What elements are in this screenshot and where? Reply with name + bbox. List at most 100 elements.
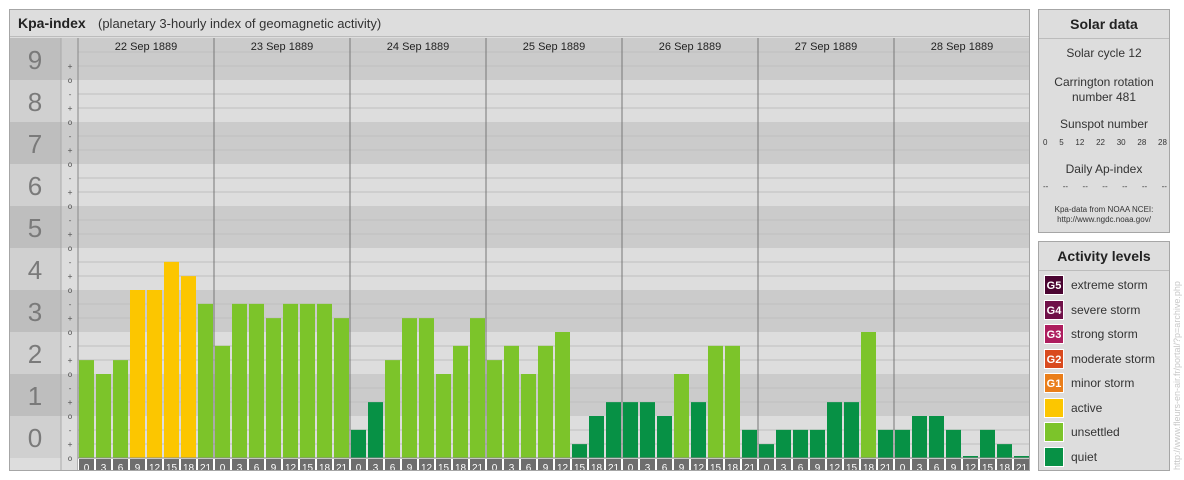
sunspot-value: 5	[1059, 138, 1064, 147]
hour-start-label: 21	[880, 463, 892, 470]
hour-start-label: 15	[574, 463, 586, 470]
y-level-label: 2	[28, 339, 42, 369]
hour-start-label: 3	[781, 463, 787, 470]
kp-bar	[266, 318, 281, 458]
level-label-bg	[10, 416, 61, 458]
kp-bar	[334, 318, 349, 458]
hour-start-label: 6	[390, 463, 396, 470]
kp-bar	[538, 345, 553, 458]
kp-bar	[470, 318, 485, 458]
level-band	[10, 248, 1029, 290]
hour-cell	[300, 459, 315, 470]
activity-level-item: G3 strong storm	[1044, 324, 1138, 344]
hour-start-label: 3	[645, 463, 651, 470]
hour-start-label: 0	[220, 463, 226, 470]
sunspot-values: 0 5 12 22 30 28 28	[1043, 138, 1167, 147]
activity-level-label: strong storm	[1071, 327, 1138, 341]
y-level-label: 1	[28, 381, 42, 411]
hour-start-label: 3	[237, 463, 243, 470]
hour-cell	[640, 459, 655, 470]
hour-start-label: 3	[373, 463, 379, 470]
hour-start-label: 21	[336, 463, 348, 470]
activity-level-item: G4 severe storm	[1044, 299, 1140, 320]
kp-bar	[79, 360, 94, 458]
activity-levels-panel: Activity levels G5 extreme storm G4 severe …	[1038, 241, 1170, 471]
kp-bar	[198, 303, 213, 458]
watermark-url: http://www.fleurs-en-air.fr/portal/?p=ar…	[1172, 281, 1182, 470]
hour-cell	[538, 459, 553, 470]
ap-values: -- -- -- -- -- -- --	[1043, 182, 1167, 191]
hour-cell	[776, 459, 791, 470]
hour-start-label: 12	[829, 463, 841, 470]
hour-cell	[198, 459, 213, 470]
hour-cell	[79, 459, 94, 470]
activity-level-item: G2 moderate storm	[1044, 348, 1155, 369]
hour-start-label: 18	[999, 463, 1011, 470]
kp-bar	[997, 444, 1012, 458]
activity-level-swatch	[1044, 422, 1064, 442]
hour-cell	[283, 459, 298, 470]
hour-start-label: 9	[271, 463, 277, 470]
hour-cell	[436, 459, 451, 470]
kp-bar	[385, 360, 400, 458]
source-line-2: http://www.ngdc.noaa.gov/	[1057, 215, 1151, 224]
kp-bar	[147, 290, 162, 458]
hour-cell	[589, 459, 604, 470]
date-label: 25 Sep 1889	[523, 41, 585, 53]
y-sub-label: -	[68, 216, 73, 225]
hour-start-label: 21	[472, 463, 484, 470]
date-label: 22 Sep 1889	[115, 41, 177, 53]
hour-start-label: 12	[421, 463, 433, 470]
kp-bar	[164, 261, 179, 458]
level-label-bg	[10, 164, 61, 206]
kp-bar	[419, 318, 434, 458]
hour-start-label: 15	[982, 463, 994, 470]
hour-start-label: 12	[965, 463, 977, 470]
y-level-label: 4	[28, 255, 42, 285]
hour-cell	[708, 459, 723, 470]
kp-bar	[606, 402, 621, 458]
hour-cell	[810, 459, 825, 470]
y-sub-label: o	[68, 370, 73, 379]
chart-subtitle: (planetary 3-hourly index of geomagnetic…	[98, 16, 382, 31]
y-sub-label: +	[68, 440, 73, 449]
kp-bar	[300, 303, 315, 458]
activity-level-item: G5 extreme storm	[1044, 275, 1148, 295]
hour-cell	[249, 459, 264, 470]
hour-start-label: 0	[628, 463, 634, 470]
hour-start-label: 15	[710, 463, 722, 470]
hour-start-label: 0	[900, 463, 906, 470]
date-label: 27 Sep 1889	[795, 41, 857, 53]
y-sub-label: o	[68, 202, 73, 211]
hour-cell	[623, 459, 638, 470]
hour-cell	[487, 459, 502, 470]
kpa-bar-chart: 0123456789o+-o+-o+-o+-o+-o+-o+-o+-o+-o+0…	[10, 38, 1029, 470]
hour-start-label: 18	[455, 463, 467, 470]
hour-start-label: 18	[727, 463, 739, 470]
kp-bar	[912, 416, 927, 458]
hour-cell	[759, 459, 774, 470]
hour-start-label: 18	[863, 463, 875, 470]
kp-bar	[929, 416, 944, 458]
y-sub-label: -	[68, 342, 73, 351]
hour-cell	[929, 459, 944, 470]
kp-bar	[827, 402, 842, 458]
y-sub-label: o	[68, 412, 73, 421]
y-sub-label: o	[68, 244, 73, 253]
hour-cell	[113, 459, 128, 470]
y-sub-label: +	[68, 62, 73, 71]
hour-cell	[164, 459, 179, 470]
hour-cell	[521, 459, 536, 470]
kp-bar	[691, 402, 706, 458]
kp-bar	[368, 402, 383, 458]
hour-start-label: 6	[118, 463, 124, 470]
hour-cell	[963, 459, 978, 470]
kp-bar	[793, 429, 808, 458]
hour-cell	[691, 459, 706, 470]
activity-levels-title: Activity levels	[1039, 242, 1169, 271]
kp-bar	[759, 444, 774, 458]
hour-start-label: 12	[149, 463, 161, 470]
hour-start-label: 12	[285, 463, 297, 470]
hour-start-label: 21	[1016, 463, 1028, 470]
y-level-label: 9	[28, 45, 42, 75]
